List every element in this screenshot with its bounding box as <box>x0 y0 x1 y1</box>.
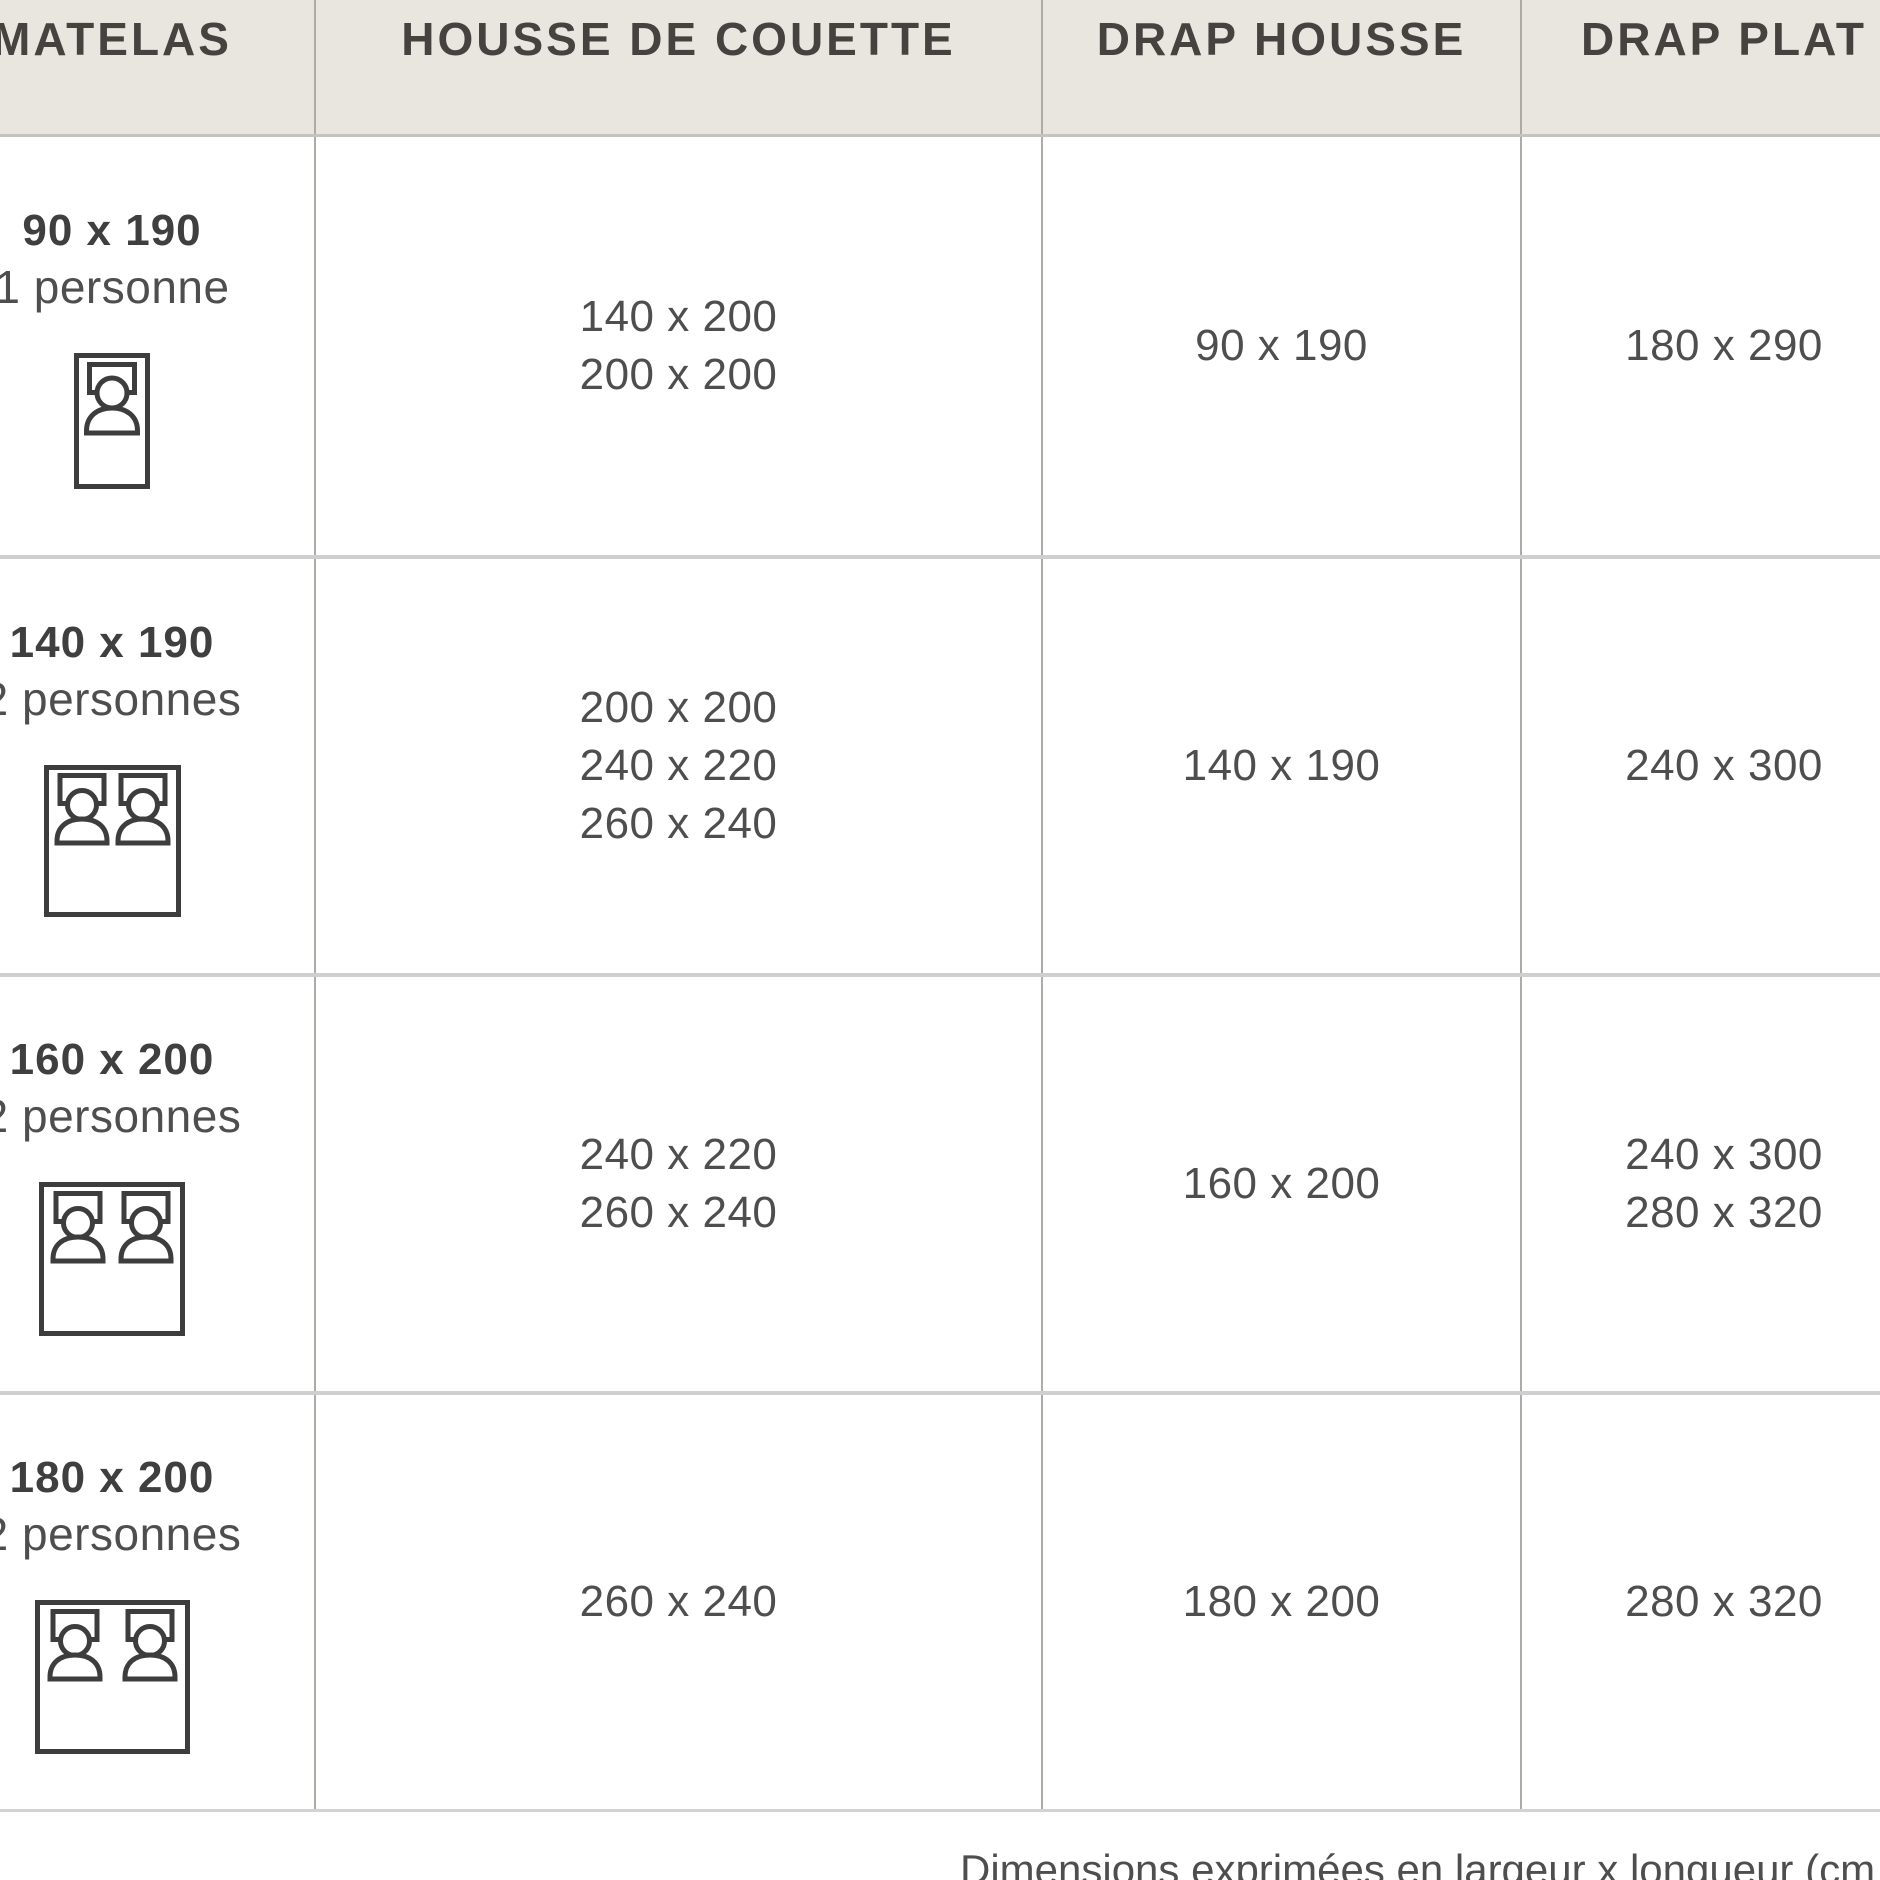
drap-housse-cell: 180 x 200 <box>1041 1395 1520 1809</box>
matelas-cell: 140 x 190 2 personnes <box>0 559 314 973</box>
column-header-drap-housse: DRAP HOUSSE <box>1041 0 1520 134</box>
housse-de-couette-cell: 260 x 240 <box>314 1395 1041 1809</box>
drap-plat-cell: 240 x 300 <box>1520 559 1880 973</box>
mattress-size-label: 160 x 200 <box>9 1035 215 1084</box>
double-bed-icon <box>39 1182 185 1336</box>
column-header-housse-de-couette: HOUSSE DE COUETTE <box>314 0 1041 134</box>
single-bed-icon <box>74 353 150 489</box>
drap-plat-cell: 280 x 320 <box>1520 1395 1880 1809</box>
double-bed-icon <box>34 1600 190 1754</box>
mattress-size-label: 140 x 190 <box>9 618 215 667</box>
matelas-cell: 160 x 200 2 personnes <box>0 977 314 1391</box>
table-row: 180 x 200 2 personnes <box>0 1391 1880 1809</box>
mattress-size-label: 180 x 200 <box>9 1453 215 1502</box>
table-row: 90 x 190 1 personne 140 x 200 200 x 200 … <box>0 137 1880 555</box>
drap-housse-cell: 140 x 190 <box>1041 559 1520 973</box>
matelas-cell: 90 x 190 1 personne <box>0 137 314 555</box>
column-header-drap-plat: DRAP PLAT <box>1520 0 1880 134</box>
persons-label: 2 personnes <box>0 673 242 725</box>
housse-de-couette-cell: 240 x 220 260 x 240 <box>314 977 1041 1391</box>
persons-label: 1 personne <box>0 261 230 313</box>
drap-plat-cell: 180 x 290 <box>1520 137 1880 555</box>
persons-label: 2 personnes <box>0 1508 242 1560</box>
size-table: MATELAS HOUSSE DE COUETTE DRAP HOUSSE DR… <box>0 0 1880 1812</box>
dimensions-note: Dimensions exprimées en largeur x longue… <box>960 1846 1876 1880</box>
matelas-cell: 180 x 200 2 personnes <box>0 1395 314 1809</box>
drap-housse-cell: 90 x 190 <box>1041 137 1520 555</box>
table-header-row: MATELAS HOUSSE DE COUETTE DRAP HOUSSE DR… <box>0 0 1880 137</box>
housse-de-couette-cell: 200 x 200 240 x 220 260 x 240 <box>314 559 1041 973</box>
mattress-size-label: 90 x 190 <box>22 206 202 255</box>
table-row: 140 x 190 2 personnes <box>0 555 1880 973</box>
housse-de-couette-cell: 140 x 200 200 x 200 <box>314 137 1041 555</box>
drap-plat-cell: 240 x 300 280 x 320 <box>1520 977 1880 1391</box>
drap-housse-cell: 160 x 200 <box>1041 977 1520 1391</box>
column-header-matelas: MATELAS <box>0 12 232 65</box>
persons-label: 2 personnes <box>0 1090 242 1142</box>
table-row: 160 x 200 2 personnes <box>0 973 1880 1391</box>
double-bed-icon <box>43 765 181 917</box>
